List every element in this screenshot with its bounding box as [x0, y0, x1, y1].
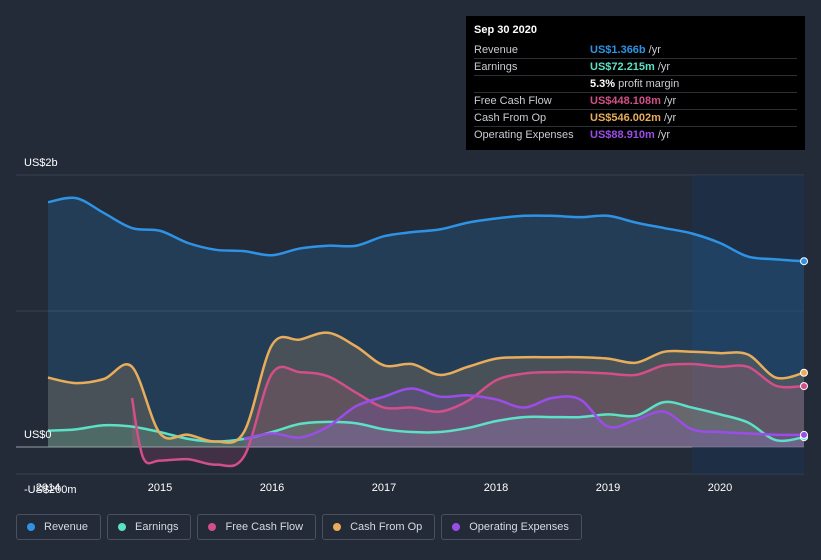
legend-item-label: Cash From Op: [350, 521, 423, 533]
revenue-line: [47, 196, 805, 263]
tooltip-row: Revenue US$1.366b/yr: [474, 42, 797, 58]
earnings-line: [47, 400, 805, 443]
legend-item-operating-expenses[interactable]: Operating Expenses: [441, 514, 582, 540]
tooltip-row-value: US$72.215m: [590, 61, 655, 73]
tooltip-row-label: Revenue: [474, 44, 519, 56]
tooltip-row-value: US$546.002m: [590, 112, 661, 124]
legend-item-free-cash-flow[interactable]: Free Cash Flow: [197, 514, 317, 540]
legend-item-label: Revenue: [44, 521, 89, 533]
legend-dot-icon: [118, 523, 127, 531]
tooltip-row-label: Operating Expenses: [474, 129, 574, 141]
cash-from-op-line: [47, 331, 805, 444]
y-tick-label: US$2b: [24, 157, 58, 169]
legend-item-label: Free Cash Flow: [225, 521, 304, 533]
x-tick-label: 2014: [36, 482, 60, 494]
tooltip-panel: Sep 30 2020 Revenue US$1.366b/yr Earnings U…: [466, 16, 805, 150]
tooltip-row-unit: /yr: [648, 44, 661, 56]
free-cash-flow-endpoint: [800, 382, 808, 391]
earnings-area: [48, 401, 804, 447]
legend-item-label: Earnings: [135, 521, 179, 533]
tooltip-row: Free Cash Flow US$448.108m/yr: [474, 92, 797, 109]
series-endpoints: [800, 257, 808, 442]
tooltip-row-unit: /yr: [663, 112, 677, 124]
tooltip-date: Sep 30 2020: [474, 24, 537, 36]
series-lines: [47, 196, 805, 468]
x-tick-label: 2017: [372, 482, 396, 494]
tooltip-rows: Revenue US$1.366b/yr Earnings US$72.215m/yr…: [474, 42, 797, 143]
tooltip-row-value: 5.3%: [590, 78, 616, 90]
legend-item-revenue[interactable]: Revenue: [16, 514, 102, 540]
tooltip-row: Operating Expenses US$88.910m/yr: [474, 126, 797, 143]
tooltip-row: 5.3% profit margin: [474, 75, 797, 92]
tooltip-row-label: Earnings: [474, 61, 518, 73]
series-areas: [48, 197, 804, 467]
y-tick-label: -US$200m: [24, 484, 77, 496]
tooltip-row-unit: /yr: [657, 61, 671, 73]
x-tick-label: 2019: [596, 482, 620, 494]
cash-from-op-endpoint: [800, 368, 808, 377]
tooltip-row: Earnings US$72.215m/yr: [474, 58, 797, 75]
free-cash-flow-area: [132, 363, 804, 467]
free-cash-flow-line: [130, 362, 805, 468]
x-tick-label: 2015: [148, 482, 172, 494]
forecast-highlight-band: [692, 175, 804, 474]
operating-expenses-endpoint: [800, 430, 808, 439]
legend-item-label: Operating Expenses: [469, 521, 569, 533]
tooltip-row: Cash From Op US$546.002m/yr: [474, 109, 797, 126]
revenue-area: [48, 197, 804, 447]
tooltip-row-value: US$88.910m: [590, 129, 655, 141]
x-axis-ticks: 2014 2015 2016 2017 2018 2019 2020: [36, 482, 732, 494]
legend-dot-icon: [333, 523, 342, 531]
tooltip-row-value: US$1.366b: [590, 44, 646, 56]
legend-dot-icon: [452, 523, 461, 531]
x-tick-label: 2020: [708, 482, 732, 494]
tooltip-row-value: US$448.108m: [590, 95, 661, 107]
legend-item-earnings[interactable]: Earnings: [107, 514, 192, 540]
tooltip-row-label: Free Cash Flow: [474, 95, 552, 107]
tooltip-row-unit: profit margin: [618, 78, 680, 90]
legend-dot-icon: [208, 523, 217, 531]
y-axis-ticks: US$2b US$0 -US$200m: [24, 157, 77, 496]
x-tick-label: 2016: [260, 482, 284, 494]
grid: [16, 174, 804, 475]
legend: Revenue Earnings Free Cash Flow Cash From O…: [16, 514, 582, 542]
legend-dot-icon: [27, 523, 35, 531]
tooltip-row-unit: /yr: [663, 95, 677, 107]
y-tick-label: US$0: [24, 429, 52, 441]
x-tick-label: 2018: [484, 482, 508, 494]
operating-expenses-line: [243, 387, 805, 441]
tooltip-row-label: Cash From Op: [474, 112, 547, 124]
cash-from-op-area: [48, 332, 804, 447]
tooltip-row-unit: /yr: [657, 129, 671, 141]
legend-item-cash-from-op[interactable]: Cash From Op: [322, 514, 436, 540]
revenue-endpoint: [800, 257, 808, 266]
